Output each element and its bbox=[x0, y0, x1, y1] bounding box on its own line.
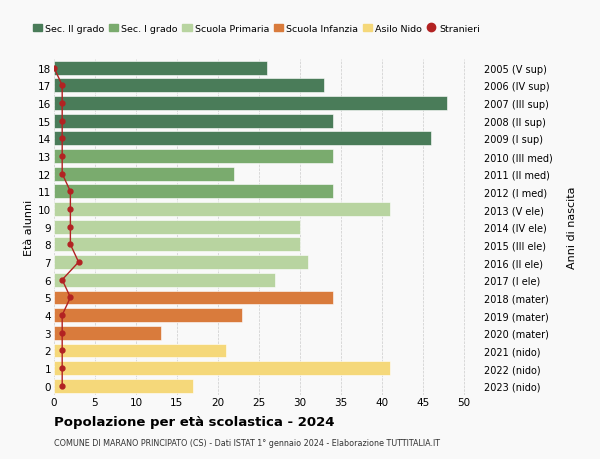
Bar bbox=[54, 185, 332, 199]
Bar bbox=[54, 132, 431, 146]
Y-axis label: Anni di nascita: Anni di nascita bbox=[567, 186, 577, 269]
Bar bbox=[54, 308, 242, 322]
Bar bbox=[54, 97, 447, 111]
Bar bbox=[54, 62, 267, 75]
Bar bbox=[54, 273, 275, 287]
Bar bbox=[54, 361, 390, 375]
Bar bbox=[54, 238, 300, 252]
Bar bbox=[54, 344, 226, 358]
Bar bbox=[54, 379, 193, 393]
Bar bbox=[54, 168, 234, 181]
Legend: Sec. II grado, Sec. I grado, Scuola Primaria, Scuola Infanzia, Asilo Nido, Stran: Sec. II grado, Sec. I grado, Scuola Prim… bbox=[29, 21, 484, 37]
Y-axis label: Età alunni: Età alunni bbox=[24, 199, 34, 255]
Bar bbox=[54, 150, 332, 163]
Bar bbox=[54, 79, 325, 93]
Text: COMUNE DI MARANO PRINCIPATO (CS) - Dati ISTAT 1° gennaio 2024 - Elaborazione TUT: COMUNE DI MARANO PRINCIPATO (CS) - Dati … bbox=[54, 438, 440, 448]
Text: Popolazione per età scolastica - 2024: Popolazione per età scolastica - 2024 bbox=[54, 415, 335, 428]
Bar bbox=[54, 256, 308, 269]
Bar bbox=[54, 326, 161, 340]
Bar bbox=[54, 220, 300, 234]
Bar bbox=[54, 203, 390, 217]
Bar bbox=[54, 114, 332, 128]
Bar bbox=[54, 291, 332, 305]
